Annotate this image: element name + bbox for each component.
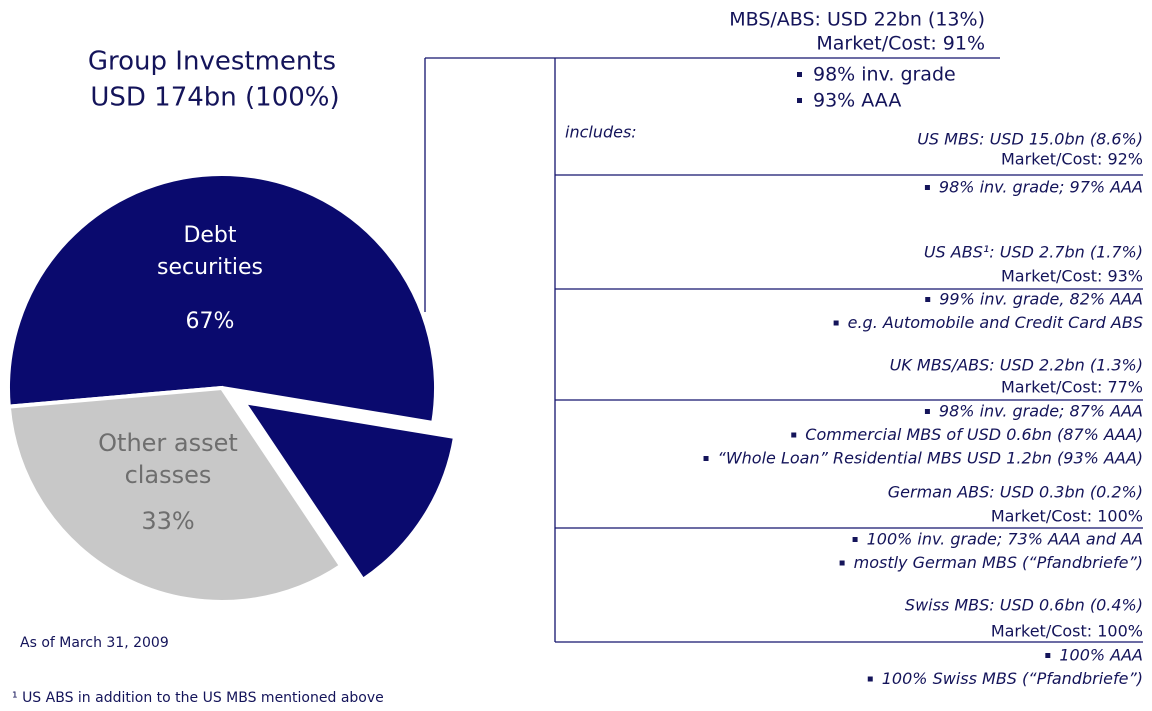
item-bullet: mostly German MBS (“Pfandbriefe”) [854,553,1143,572]
slice-value: 67% [186,309,235,334]
bullet-marker [791,432,797,438]
bullet-marker [925,297,931,302]
item-title: German ABS: USD 0.3bn (0.2%) [888,483,1143,502]
bullet-marker [703,456,709,461]
chart-title: Group Investments [88,47,336,77]
item-bullet: 100% inv. grade; 73% AAA and AA [867,530,1143,549]
bullet-marker [839,560,845,566]
chart-subtitle: USD 174bn (100%) [90,83,339,113]
slice-label: Debt securities [157,223,263,280]
item-bullet: 98% inv. grade; 97% AAA [939,178,1143,197]
item-title: UK MBS/ABS: USD 2.2bn (1.3%) [890,356,1143,375]
note: As of March 31, 2009 [20,635,169,651]
item-bullet: 100% Swiss MBS (“Pfandbriefe”) [882,669,1143,688]
header-bullet: 98% inv. grade [813,64,956,86]
header-title: MBS/ABS: USD 22bn (13%) [729,9,985,31]
slice-value: 33% [141,507,194,535]
item-title: US ABS¹: USD 2.7bn (1.7%) [924,243,1143,262]
item-bullet: 98% inv. grade; 87% AAA [939,402,1143,421]
item-ratio: Market/Cost: 93% [1001,267,1143,286]
item-title: US MBS: USD 15.0bn (8.6%) [917,130,1143,149]
item-bullet: “Whole Loan” Residential MBS USD 1.2bn (… [718,449,1143,468]
item-bullet: Commercial MBS of USD 0.6bn (87% AAA) [805,425,1143,444]
pie-slice [6,172,438,426]
bullet-marker [867,676,873,682]
item-ratio: Market/Cost: 77% [1001,378,1143,397]
bullet-marker [1045,653,1051,658]
item-title: Swiss MBS: USD 0.6bn (0.4%) [905,596,1143,615]
pie-slice [6,385,344,604]
item-bullet: e.g. Automobile and Credit Card ABS [848,313,1143,332]
includes: includes: [565,123,637,142]
slice-label: Other asset classes [98,429,238,489]
bullet-marker [797,98,802,103]
footnote: ¹ US ABS in addition to the US MBS menti… [12,690,384,706]
item-ratio: Market/Cost: 92% [1001,150,1143,169]
bullet-marker [852,537,858,542]
item-ratio: Market/Cost: 100% [991,622,1143,641]
header-bullet: 93% AAA [813,90,901,112]
exploded-slice [239,399,458,583]
bullet-marker [924,185,930,190]
header-ratio: Market/Cost: 91% [816,33,985,55]
bullet-marker [833,320,839,326]
bullet-marker [924,409,930,414]
item-bullet: 99% inv. grade, 82% AAA [939,290,1143,309]
item-ratio: Market/Cost: 100% [991,507,1143,526]
item-bullet: 100% AAA [1059,646,1143,665]
bullet-marker [797,72,802,77]
